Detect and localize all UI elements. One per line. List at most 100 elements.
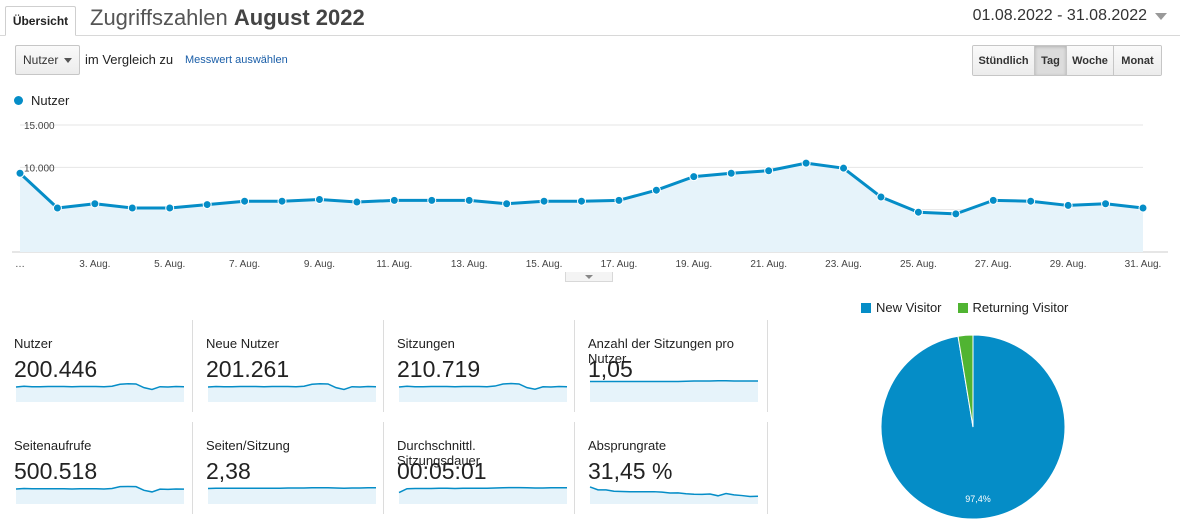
chart-legend: Nutzer xyxy=(14,93,69,108)
data-point[interactable] xyxy=(988,195,998,205)
sparkline-line xyxy=(15,383,185,391)
granularity-week-button[interactable]: Woche xyxy=(1067,46,1114,75)
x-tick-label: 13. Aug. xyxy=(451,259,488,270)
page-title-prefix: Zugriffszahlen xyxy=(90,5,228,30)
data-point[interactable] xyxy=(127,203,137,213)
card-divider xyxy=(192,422,193,514)
data-point[interactable] xyxy=(90,199,100,209)
date-range-picker[interactable]: 01.08.2022 - 31.08.2022 xyxy=(973,7,1167,25)
chevron-down-icon xyxy=(1155,12,1167,20)
data-point[interactable] xyxy=(314,195,324,205)
data-point[interactable] xyxy=(876,192,886,202)
data-point[interactable] xyxy=(614,195,624,205)
data-point[interactable] xyxy=(801,158,811,168)
metric-card-sessions[interactable]: Sitzungen 210.719 xyxy=(383,320,573,412)
tab-overview[interactable]: Übersicht xyxy=(5,6,76,36)
data-point[interactable] xyxy=(165,203,175,213)
data-point[interactable] xyxy=(1026,196,1036,206)
legend-label: Nutzer xyxy=(31,93,70,108)
metric-sparkline xyxy=(207,383,377,402)
data-point[interactable] xyxy=(1101,199,1111,209)
x-tick-label: 21. Aug. xyxy=(750,259,787,270)
data-point[interactable] xyxy=(52,203,62,213)
pie-legend: New Visitor Returning Visitor xyxy=(861,300,1068,315)
metric-sparkline xyxy=(15,383,185,402)
data-point[interactable] xyxy=(240,196,250,206)
legend-swatch xyxy=(861,302,871,313)
x-tick-label: 23. Aug. xyxy=(825,259,862,270)
sparkline-line xyxy=(590,380,758,383)
data-point[interactable] xyxy=(539,196,549,206)
data-point[interactable] xyxy=(15,168,25,178)
metric-value: 00:05:01 xyxy=(397,458,487,484)
sparkline-line xyxy=(398,486,567,494)
metric-value: 2,38 xyxy=(206,458,251,484)
data-point[interactable] xyxy=(202,200,212,210)
metric-card-avg-session-duration[interactable]: Durchschnittl. Sitzungsdauer 00:05:01 xyxy=(383,422,573,514)
granularity-hourly-button[interactable]: Stündlich xyxy=(973,46,1035,75)
select-metric-link[interactable]: Messwert auswählen xyxy=(185,54,288,66)
granularity-month-button[interactable]: Monat xyxy=(1114,46,1161,75)
sparkline-area xyxy=(16,383,184,402)
data-point[interactable] xyxy=(764,166,774,176)
granularity-day-button[interactable]: Tag xyxy=(1035,46,1067,75)
x-tick-label: … xyxy=(15,259,25,270)
data-point[interactable] xyxy=(1138,203,1148,213)
metric-sparkline xyxy=(398,486,567,504)
data-point[interactable] xyxy=(427,195,437,205)
pie-legend-new-visitor[interactable]: New Visitor xyxy=(861,300,942,315)
metric-card-new-users[interactable]: Neue Nutzer 201.261 xyxy=(192,320,382,412)
data-point[interactable] xyxy=(951,209,961,219)
metric-label: Nutzer xyxy=(14,336,53,351)
data-point[interactable] xyxy=(726,168,736,178)
chart-expand-toggle[interactable] xyxy=(565,272,613,282)
pie-slice-returning-visitor[interactable] xyxy=(957,334,974,428)
x-tick-label: 11. Aug. xyxy=(376,259,412,270)
visitor-type-pie-chart[interactable]: 97,4% xyxy=(870,322,1070,522)
x-tick-label: 3. Aug. xyxy=(79,259,110,270)
data-point[interactable] xyxy=(389,195,399,205)
data-point[interactable] xyxy=(352,197,362,207)
y-tick-label: 15.000 xyxy=(24,121,55,132)
x-tick-label: 25. Aug. xyxy=(900,259,937,270)
data-point[interactable] xyxy=(913,207,923,217)
series-area xyxy=(20,163,1143,252)
metric-card-users[interactable]: Nutzer 200.446 xyxy=(0,320,190,412)
metric-sparkline xyxy=(398,382,568,402)
metric-sparkline xyxy=(589,486,759,504)
data-point[interactable] xyxy=(839,163,849,173)
sparkline-line xyxy=(207,487,376,490)
card-divider xyxy=(383,320,384,412)
data-point[interactable] xyxy=(277,196,287,206)
data-point[interactable] xyxy=(577,196,586,206)
x-tick-label: 17. Aug. xyxy=(601,259,638,270)
date-range-label: 01.08.2022 - 31.08.2022 xyxy=(972,7,1147,24)
x-tick-label: 27. Aug. xyxy=(975,259,1012,270)
metric-card-pageviews[interactable]: Seitenaufrufe 500.518 xyxy=(0,422,190,514)
metric-card-sessions-per-user[interactable]: Anzahl der Sitzungen pro Nutzer 1,05 xyxy=(574,320,768,412)
metric-label: Seitenaufrufe xyxy=(14,438,92,453)
metric-label: Durchschnittl. Sitzungsdauer xyxy=(397,438,481,468)
y-tick-label: 10.000 xyxy=(24,163,55,174)
data-point[interactable] xyxy=(502,199,512,209)
metric-sparkline xyxy=(207,487,376,504)
data-point[interactable] xyxy=(651,185,661,195)
metric-select[interactable]: Nutzer xyxy=(15,45,80,75)
legend-marker xyxy=(14,96,23,105)
card-divider xyxy=(767,422,768,514)
page-title: Zugriffszahlen August 2022 xyxy=(90,5,365,31)
metric-card-pages-per-session[interactable]: Seiten/Sitzung 2,38 xyxy=(192,422,382,514)
card-divider xyxy=(574,422,575,514)
metric-value: 210.719 xyxy=(397,356,481,382)
data-point[interactable] xyxy=(1063,200,1073,210)
data-point[interactable] xyxy=(464,195,474,205)
dropdown-arrow-icon xyxy=(64,58,72,63)
sparkline-area xyxy=(16,486,184,504)
metric-card-bounce-rate[interactable]: Absprungrate 31,45 % xyxy=(574,422,768,514)
data-point[interactable] xyxy=(689,172,699,182)
x-tick-label: 29. Aug. xyxy=(1050,259,1087,270)
pie-legend-returning-visitor[interactable]: Returning Visitor xyxy=(957,300,1068,315)
x-tick-label: 5. Aug. xyxy=(154,259,185,270)
metric-value: 200.446 xyxy=(14,356,98,382)
